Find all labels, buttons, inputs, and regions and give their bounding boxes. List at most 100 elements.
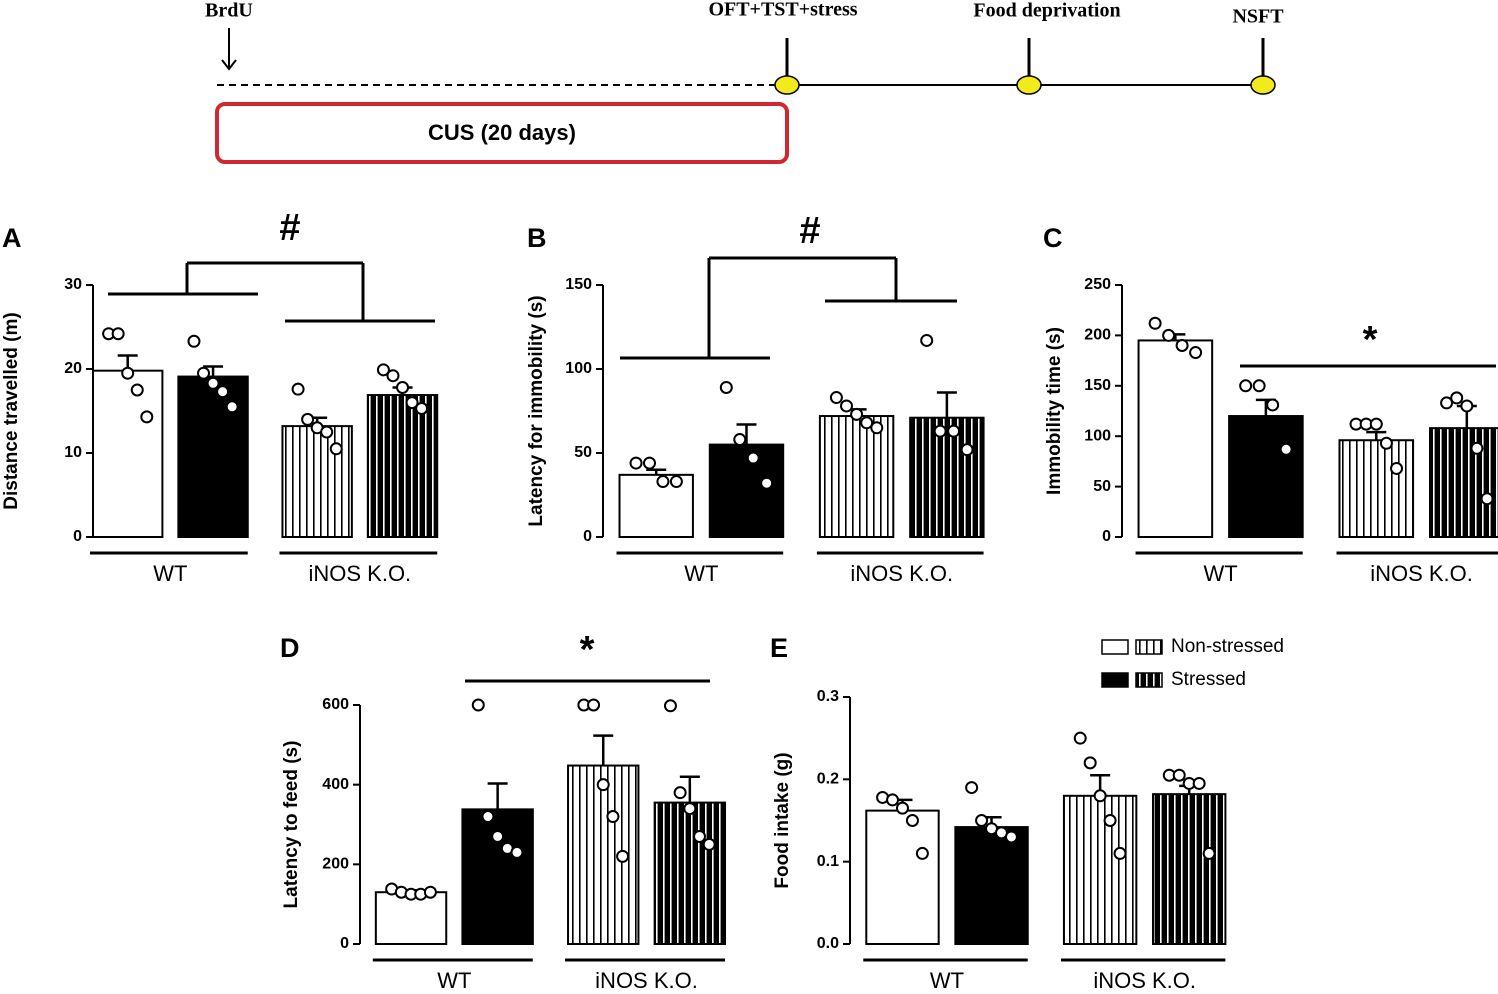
- data-point: [1450, 391, 1464, 405]
- bar: [865, 809, 940, 945]
- legend-label: Non-stressed: [1171, 636, 1284, 657]
- data-point: [915, 846, 929, 860]
- y-axis-label: Latency to feed (s): [281, 741, 302, 909]
- y-tick-label: 600: [322, 696, 349, 713]
- data-point: [1266, 398, 1280, 412]
- data-point: [1162, 328, 1176, 342]
- annotation: #: [279, 207, 300, 249]
- data-point: [130, 383, 144, 397]
- data-point: [291, 382, 305, 396]
- period-box: [215, 102, 789, 164]
- data-point: [121, 366, 135, 380]
- y-tick-label: 20: [64, 360, 82, 377]
- data-point: [829, 391, 843, 405]
- data-point: [760, 476, 774, 490]
- data-point: [669, 475, 683, 489]
- data-point: [1279, 442, 1293, 456]
- y-tick-label: 100: [1084, 427, 1111, 444]
- data-point: [719, 380, 733, 394]
- group-label: WT: [153, 561, 187, 586]
- data-point: [905, 814, 919, 827]
- data-point: [746, 451, 760, 465]
- group-label: iNOS K.O.: [595, 968, 698, 993]
- panel-letter: C: [1043, 223, 1063, 253]
- legend-swatch: [1101, 639, 1129, 655]
- y-tick-label: 0.3: [817, 688, 839, 705]
- bar: [281, 425, 353, 538]
- data-point: [886, 793, 900, 807]
- data-point: [673, 786, 687, 800]
- data-point: [629, 456, 643, 470]
- data-point: [850, 407, 864, 421]
- event-dot: [1016, 75, 1042, 95]
- data-point: [1390, 461, 1404, 475]
- legend-swatch: [1135, 639, 1163, 655]
- legend-swatch: [1101, 672, 1129, 688]
- y-tick-label: 50: [1093, 478, 1111, 495]
- data-point: [1073, 731, 1087, 745]
- data-point: [1460, 399, 1474, 413]
- data-point: [656, 475, 670, 489]
- annotation: *: [1363, 319, 1378, 361]
- data-point: [860, 416, 874, 430]
- annotation: *: [580, 629, 595, 671]
- data-point: [197, 366, 211, 380]
- data-point: [870, 421, 884, 435]
- y-tick-label: 150: [565, 276, 592, 293]
- group-label: WT: [930, 968, 964, 993]
- y-tick-label: 200: [322, 856, 349, 873]
- data-point: [933, 424, 947, 438]
- y-tick-label: 0: [1102, 528, 1111, 545]
- group-label: WT: [684, 561, 718, 586]
- bar: [177, 375, 249, 538]
- bar: [374, 891, 448, 946]
- y-axis-label: Food intake (g): [772, 752, 793, 888]
- data-point: [1004, 830, 1018, 844]
- timeline: BrdU OFT+TST+stress Food deprivation NSF…: [205, 0, 1284, 164]
- panel: D Latency to feed (s) 0 200 400 600 WT iNOS K.O…: [280, 629, 727, 993]
- data-point: [840, 399, 854, 413]
- panel: E Food intake (g) 0.0 0.1 0.2 0.3 WT iNOS K.O. N…: [770, 633, 1284, 993]
- data-point: [423, 885, 437, 899]
- data-point: [471, 698, 485, 712]
- y-tick-label: 0: [583, 528, 592, 545]
- data-point: [396, 380, 410, 394]
- panel: A Distance travelled (m) 0 10 20 30 WT iNOS K.O…: [1, 207, 439, 586]
- annotation: #: [799, 210, 820, 252]
- group-label: iNOS K.O.: [1093, 968, 1196, 993]
- y-axis-label: Latency for immobility (s): [526, 295, 547, 526]
- period-label: CUS (20 days): [428, 120, 576, 145]
- bar: [818, 415, 895, 539]
- y-tick-label: 50: [574, 444, 592, 461]
- data-point: [111, 327, 125, 341]
- arrow-head: [221, 59, 237, 71]
- data-point: [225, 400, 239, 414]
- data-point: [616, 849, 630, 863]
- y-tick-label: 10: [64, 444, 82, 461]
- event-dot: [1250, 75, 1276, 95]
- data-point: [376, 363, 390, 377]
- data-point: [975, 814, 989, 827]
- y-tick-label: 150: [1084, 377, 1111, 394]
- timeline-label: NSFT: [1232, 6, 1284, 28]
- bar: [461, 808, 534, 946]
- y-tick-label: 200: [1084, 327, 1111, 344]
- data-point: [587, 698, 601, 712]
- data-point: [965, 781, 979, 795]
- data-point: [1083, 756, 1097, 770]
- data-point: [1172, 768, 1186, 782]
- data-point: [1103, 814, 1117, 827]
- bar: [1338, 439, 1415, 538]
- y-axis-label: Immobility time (s): [1044, 327, 1065, 495]
- bar: [366, 394, 439, 539]
- bar: [92, 369, 164, 538]
- data-point: [947, 424, 961, 438]
- y-tick-label: 0.2: [817, 771, 839, 788]
- y-tick-label: 100: [565, 360, 592, 377]
- event-dot: [774, 75, 800, 95]
- panel-letter: E: [770, 633, 788, 663]
- panel: C Immobility time (s) 0 50 100 150 200 250 WT iNO…: [1043, 223, 1498, 586]
- data-point: [1252, 379, 1266, 393]
- group-label: WT: [437, 968, 471, 993]
